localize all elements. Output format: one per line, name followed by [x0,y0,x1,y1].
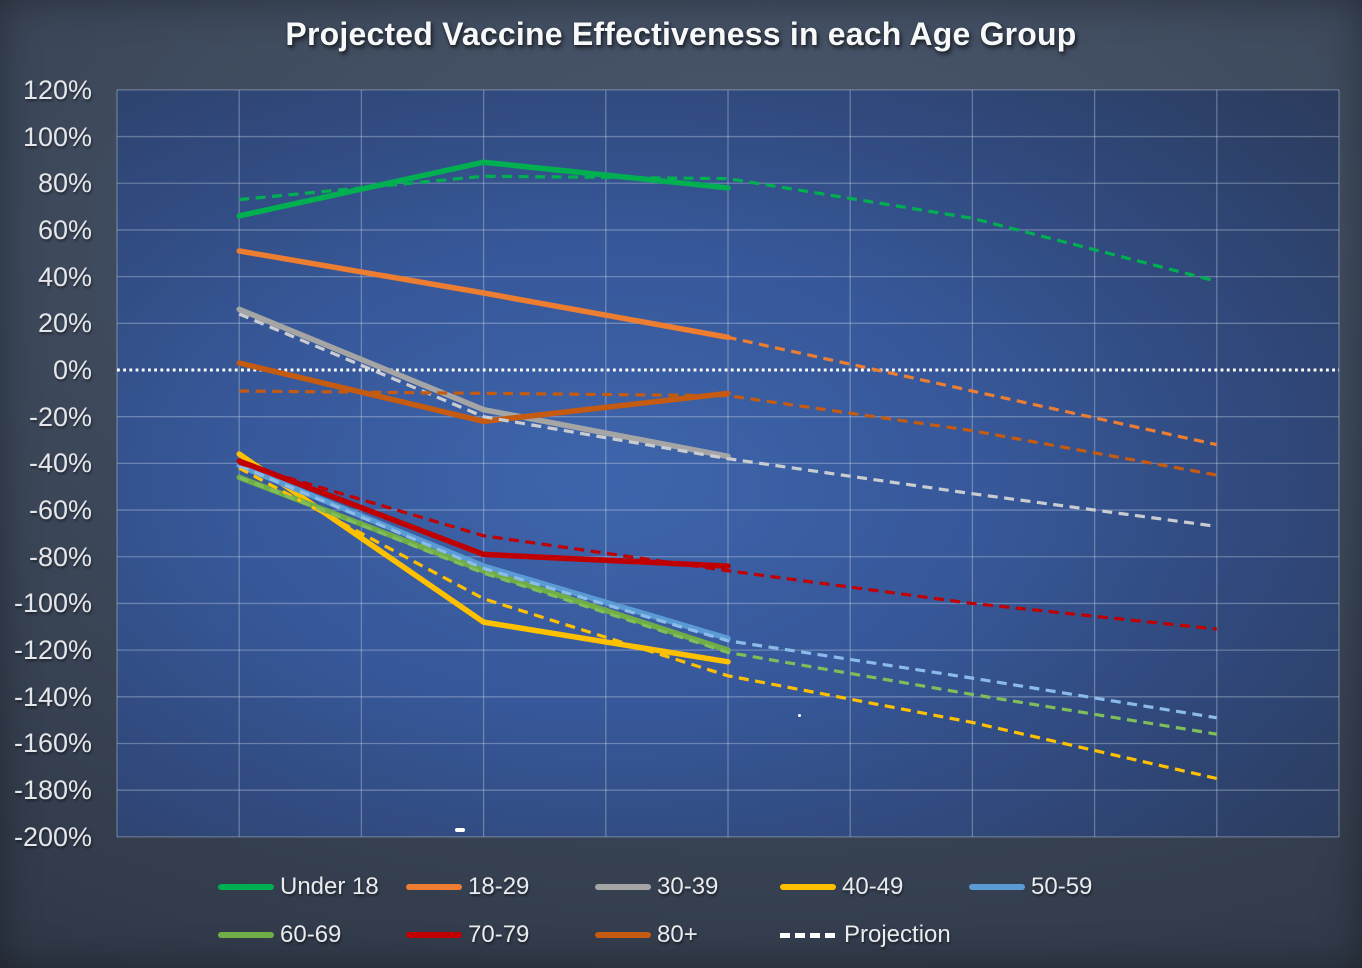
y-tick-label: 120% [22,74,92,105]
projection-line-30-39 [238,312,1218,528]
legend-swatch-60-69-line-icon [218,932,274,938]
legend-label: 70-79 [468,921,530,948]
legend-item-projection: Projection [780,920,951,950]
series-line-70-79 [236,458,731,569]
y-tick-label: 100% [22,121,92,152]
legend-item-18-29: 18-29 [406,872,529,902]
legend-label: Under 18 [280,873,379,900]
projection-line-40-49 [238,466,1218,781]
legend-swatch-18-29-line-icon [406,884,462,890]
y-tick-label: 60% [37,214,92,245]
series-line-under-18 [236,159,731,219]
legend-label: 60-69 [280,921,342,948]
legend-item-70-79: 70-79 [406,920,529,950]
legend-label: Projection [844,921,951,948]
legend-label: 80+ [657,921,698,948]
y-tick-label: -180% [13,775,92,806]
legend-label: 50-59 [1031,873,1093,900]
legend-label: 18-29 [468,873,530,900]
legend-item-under-18: Under 18 [218,872,379,902]
legend-item-80plus: 80+ [595,920,698,950]
gridlines-group [116,89,1340,838]
y-tick-label: -160% [13,728,92,759]
y-tick-label: 40% [37,261,92,292]
legend-item-60-69: 60-69 [218,920,341,950]
projection-line-18-29 [238,249,1218,447]
legend-swatch-30-39-line-icon [595,884,651,890]
series-line-80plus [236,360,731,425]
legend-label: 40-49 [842,873,904,900]
y-tick-label: -120% [13,635,92,666]
legend-item-40-49: 40-49 [780,872,903,902]
legend-item-50-59: 50-59 [969,872,1092,902]
y-tick-label: -200% [13,821,92,852]
legend-swatch-40-49-line-icon [780,884,836,890]
y-tick-label: 20% [37,308,92,339]
y-tick-label: 0% [52,355,92,385]
legend-swatch-projection-dashed-icon [780,932,838,938]
legend-label: 30-39 [657,873,719,900]
y-tick-label: -20% [28,401,92,432]
plot-background [117,89,1339,837]
legend-item-30-39: 30-39 [595,872,718,902]
y-tick-label: -80% [28,541,92,572]
stray-dash-mark [455,828,465,832]
legend-swatch-under-18-line-icon [218,884,274,890]
y-tick-label: -40% [28,448,92,479]
series-line-30-39 [236,306,731,460]
projection-line-70-79 [238,461,1217,631]
y-tick-label: 80% [37,168,92,199]
chart-title: Projected Vaccine Effectiveness in each … [285,16,1077,52]
projection-line-60-69 [238,475,1218,736]
y-tick-label: -60% [28,495,92,526]
legend-swatch-50-59-line-icon [969,884,1025,890]
legend-swatch-70-79-line-icon [406,932,462,938]
y-tick-label: -140% [13,681,92,712]
projection-line-50-59 [238,464,1218,720]
stray-dot-mark [798,714,801,717]
legend-swatch-80plus-line-icon [595,932,651,938]
y-tick-label: -100% [13,588,92,619]
